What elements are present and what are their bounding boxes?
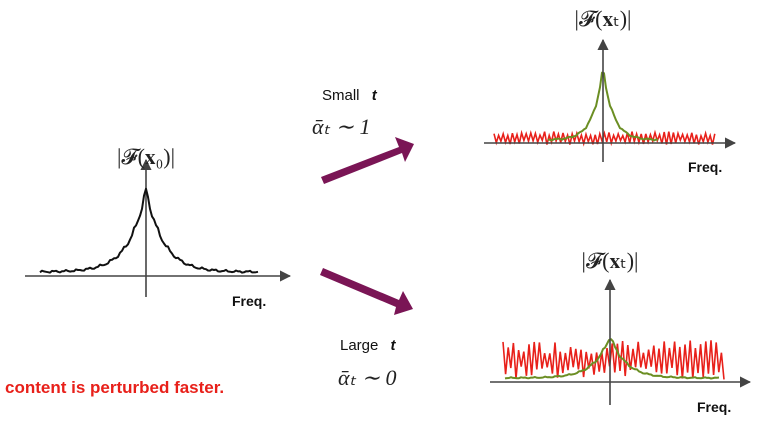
bottom-spectrum-plot: |𝓕(𝐱ₜ)| Freq. <box>490 248 752 415</box>
arrow-small-t: Small t ᾱₜ ∼ 1 <box>312 87 414 184</box>
top-noise-curve <box>493 129 716 147</box>
large-t-prefix: Large <box>340 337 378 354</box>
bottom-noise-curve <box>502 340 725 380</box>
arrow-down-shape <box>320 268 413 315</box>
small-t-label: Small t <box>322 87 378 104</box>
bottom-axis-label: Freq. <box>697 399 731 415</box>
small-t-prefix: Small <box>322 87 360 104</box>
left-signal-curve <box>39 187 259 274</box>
top-spectrum-plot: |𝓕(𝐱ₜ)| Freq. <box>484 6 737 175</box>
arrow-up-shape <box>321 137 414 184</box>
top-plot-title: |𝓕(𝐱ₜ)| <box>575 6 632 31</box>
bottom-signal-curve <box>504 338 720 380</box>
small-t-var: t <box>372 87 378 104</box>
large-t-label: Large t <box>340 337 397 354</box>
arrow-large-t: Large t ᾱₜ ∼ 0 <box>320 268 413 390</box>
caption-text: content is perturbed faster. <box>5 378 224 397</box>
large-t-math: ᾱₜ ∼ 0 <box>338 365 396 390</box>
left-axis-label: Freq. <box>232 293 266 309</box>
bottom-plot-title: |𝓕(𝐱ₜ)| <box>582 248 639 273</box>
small-t-math: ᾱₜ ∼ 1 <box>312 114 370 139</box>
large-t-var: t <box>391 337 397 354</box>
left-plot-title: |𝓕(𝐱₀)| <box>117 144 175 169</box>
top-axis-label: Freq. <box>688 159 722 175</box>
left-spectrum-plot: |𝓕(𝐱₀)| Freq. <box>25 144 292 309</box>
